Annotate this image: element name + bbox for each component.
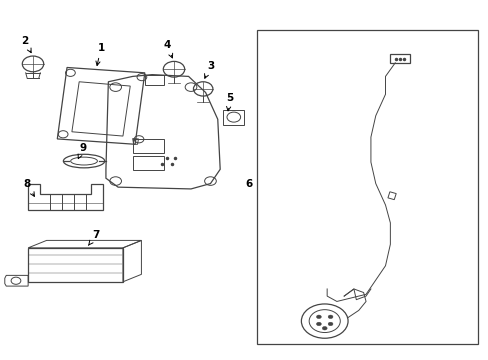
Text: 5: 5 [226, 93, 233, 111]
Bar [132, 156, 164, 170]
Circle shape [316, 322, 321, 326]
Circle shape [316, 315, 321, 319]
Bar [144, 75, 164, 85]
Bar [28, 248, 122, 282]
Bar [132, 139, 164, 153]
Text: 2: 2 [21, 36, 31, 53]
Text: 7: 7 [88, 230, 100, 246]
Bar [222, 110, 244, 125]
Bar [389, 54, 409, 63]
Text: 3: 3 [204, 61, 214, 78]
Text: 6: 6 [245, 179, 252, 189]
Circle shape [322, 327, 326, 330]
Circle shape [327, 322, 332, 326]
Text: 8: 8 [23, 179, 34, 196]
Circle shape [327, 315, 332, 319]
Text: 4: 4 [163, 40, 172, 58]
Text: 9: 9 [78, 143, 86, 159]
Bar [256, 30, 477, 344]
Text: 1: 1 [96, 43, 104, 66]
